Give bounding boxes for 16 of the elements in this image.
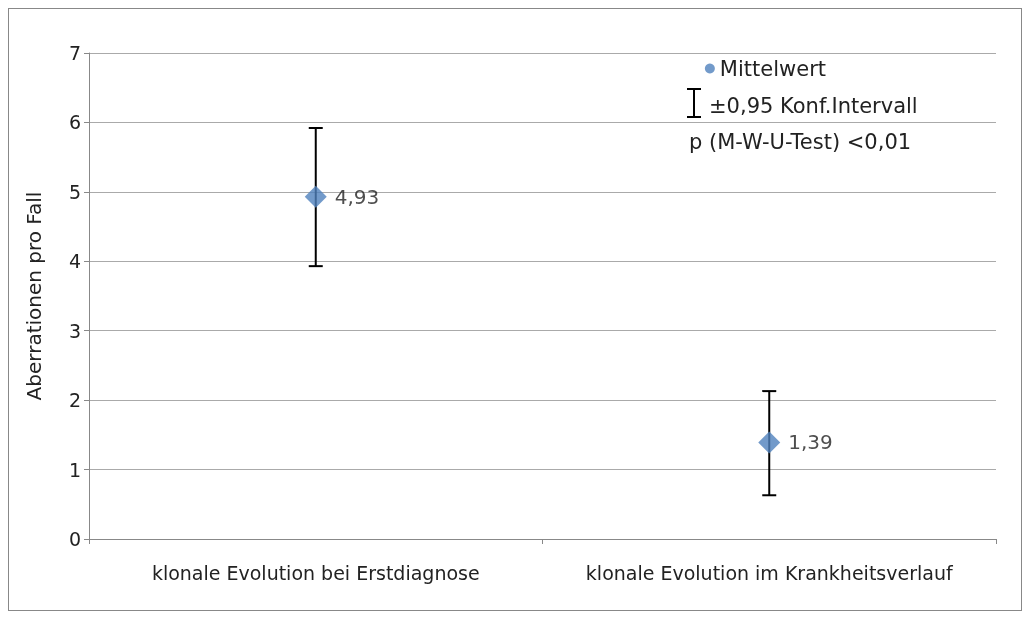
y-tick-label: 4 xyxy=(68,250,81,273)
y-tick-label: 6 xyxy=(68,111,81,134)
data-label: 1,39 xyxy=(788,430,833,455)
y-tick-label: 1 xyxy=(68,458,81,481)
annotation: ±0,95 Konf.Intervall xyxy=(709,93,918,118)
y-tick-label: 3 xyxy=(68,319,81,342)
y-tick-label: 7 xyxy=(68,42,81,64)
y-tick-label: 2 xyxy=(68,389,81,412)
x-tick-label: klonale Evolution im Krankheitsverlauf xyxy=(585,561,954,584)
annotation: p (M-W-U-Test) <0,01 xyxy=(689,129,912,154)
y-tick-label: 5 xyxy=(68,180,81,203)
legend-label: Mittelwert xyxy=(719,56,826,81)
x-tick-label: klonale Evolution bei Erstdiagnose xyxy=(151,561,480,584)
y-tick-label: 0 xyxy=(68,528,81,550)
y-axis-title: Aberrationen pro Fall xyxy=(22,191,46,401)
data-label: 4,93 xyxy=(334,184,380,209)
